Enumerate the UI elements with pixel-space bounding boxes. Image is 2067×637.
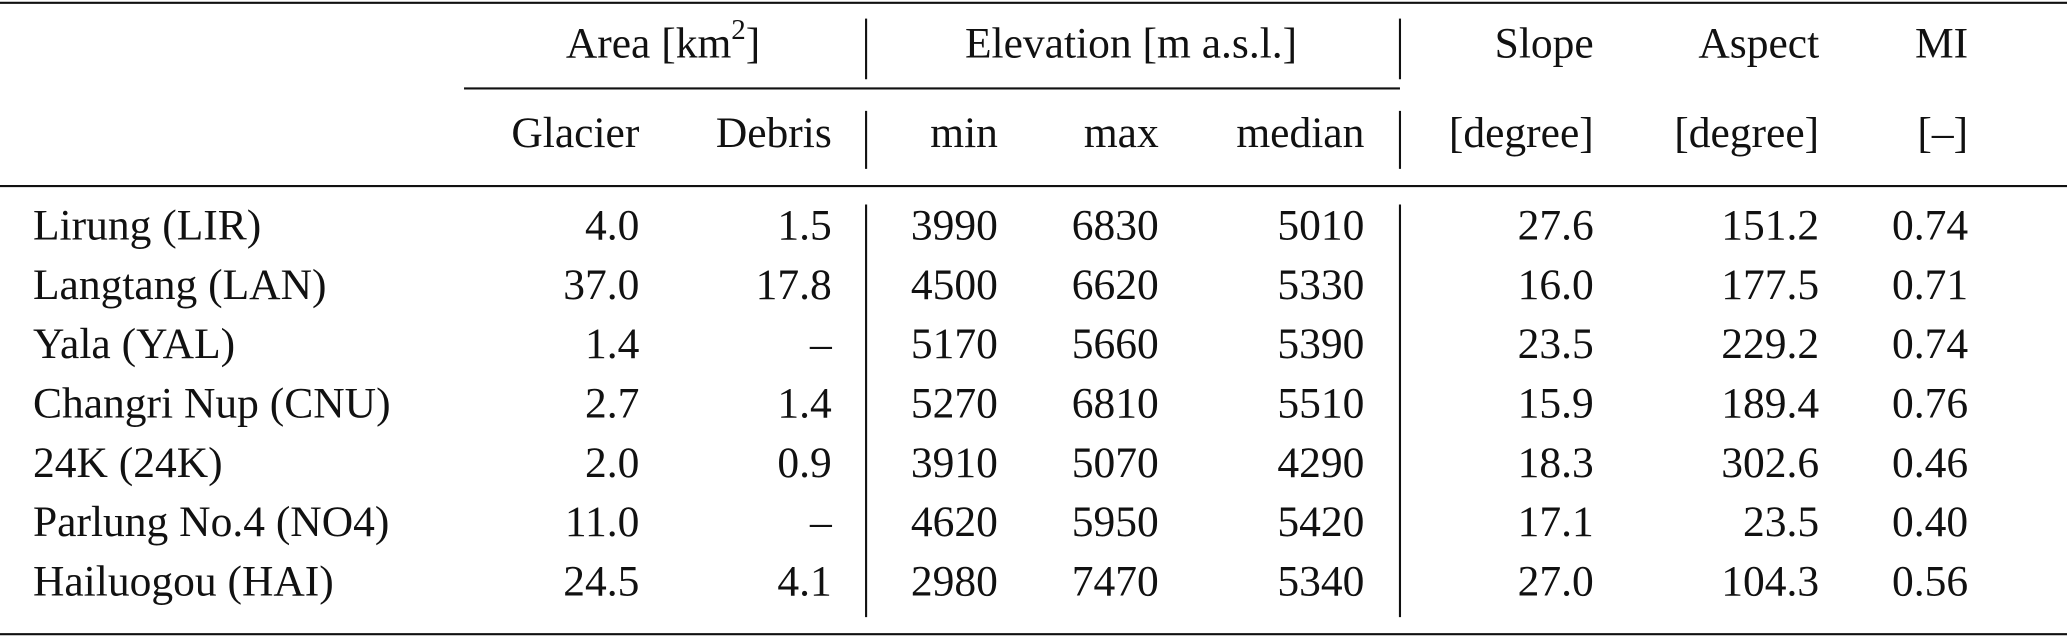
cell: 16.0 bbox=[1518, 261, 1594, 309]
cell: 4290 bbox=[1277, 439, 1364, 487]
cell: 5170 bbox=[911, 320, 998, 368]
column-header: min bbox=[930, 109, 998, 157]
group-header: Elevation [m a.s.l.] bbox=[965, 20, 1297, 68]
cell: 1.4 bbox=[585, 320, 640, 368]
row-label: Langtang (LAN) bbox=[33, 261, 327, 309]
cell: 5330 bbox=[1277, 261, 1364, 309]
cell: 2.7 bbox=[585, 379, 639, 427]
cell: 0.56 bbox=[1892, 557, 1968, 605]
cell: 37.0 bbox=[563, 261, 639, 309]
column-header: [degree] bbox=[1674, 109, 1819, 157]
cell: 0.74 bbox=[1892, 202, 1968, 250]
cell: 229.2 bbox=[1721, 320, 1819, 368]
cell: 177.5 bbox=[1721, 261, 1819, 309]
cell: 4.0 bbox=[585, 202, 639, 250]
cell: 4.1 bbox=[777, 557, 831, 605]
cell: 6830 bbox=[1072, 202, 1159, 250]
cell: 5390 bbox=[1277, 320, 1364, 368]
cell: 3910 bbox=[911, 439, 998, 487]
superscript: 2 bbox=[731, 13, 746, 45]
cell: 5340 bbox=[1277, 557, 1364, 605]
group-header-text: Area [km bbox=[566, 20, 732, 68]
row-label: Yala (YAL) bbox=[33, 320, 235, 368]
cell: 23.5 bbox=[1518, 320, 1594, 368]
cell: 15.9 bbox=[1518, 379, 1594, 427]
cell: 5420 bbox=[1277, 498, 1364, 546]
cell: 7470 bbox=[1072, 557, 1159, 605]
cell: 23.5 bbox=[1743, 498, 1819, 546]
cell: 0.74 bbox=[1892, 320, 1968, 368]
row-label: Changri Nup (CNU) bbox=[33, 379, 391, 427]
cell: 5010 bbox=[1277, 202, 1364, 250]
cell: 302.6 bbox=[1721, 439, 1819, 487]
cell: 2.0 bbox=[585, 439, 639, 487]
cell: 18.3 bbox=[1518, 439, 1594, 487]
cell: 27.0 bbox=[1518, 557, 1594, 605]
row-label: 24K (24K) bbox=[33, 439, 223, 487]
cell: – bbox=[809, 320, 833, 368]
cell: – bbox=[809, 498, 833, 546]
group-header-text: Elevation [m a.s.l.] bbox=[965, 20, 1297, 68]
cell: 4620 bbox=[911, 498, 998, 546]
row-label: Parlung No.4 (NO4) bbox=[33, 498, 389, 546]
cell: 189.4 bbox=[1721, 379, 1819, 427]
cell: 4500 bbox=[911, 261, 998, 309]
column-header: Slope bbox=[1495, 20, 1594, 68]
column-header: Aspect bbox=[1698, 20, 1819, 68]
cell: 0.40 bbox=[1892, 498, 1968, 546]
cell: 11.0 bbox=[565, 498, 640, 546]
cell: 5950 bbox=[1072, 498, 1159, 546]
column-header: Debris bbox=[716, 109, 832, 157]
cell: 17.1 bbox=[1518, 498, 1594, 546]
cell: 0.76 bbox=[1892, 379, 1968, 427]
group-header-tail: ] bbox=[746, 20, 761, 68]
column-header: median bbox=[1236, 109, 1364, 157]
cell: 0.71 bbox=[1892, 261, 1968, 309]
cell: 17.8 bbox=[756, 261, 832, 309]
cell: 27.6 bbox=[1518, 202, 1594, 250]
cell: 3990 bbox=[911, 202, 998, 250]
cell: 0.9 bbox=[777, 439, 831, 487]
cell: 5070 bbox=[1072, 439, 1159, 487]
cell: 1.4 bbox=[777, 379, 832, 427]
cell: 151.2 bbox=[1721, 202, 1819, 250]
cell: 5660 bbox=[1072, 320, 1159, 368]
cell: 5510 bbox=[1277, 379, 1364, 427]
cell: 24.5 bbox=[563, 557, 639, 605]
cell: 5270 bbox=[911, 379, 998, 427]
cell: 2980 bbox=[911, 557, 998, 605]
row-label: Lirung (LIR) bbox=[33, 202, 261, 250]
cell: 0.46 bbox=[1892, 439, 1968, 487]
column-header: [degree] bbox=[1449, 109, 1594, 157]
cell: 104.3 bbox=[1721, 557, 1819, 605]
column-header: MI bbox=[1915, 20, 1968, 68]
cell: 1.5 bbox=[777, 202, 831, 250]
group-header: Area [km2] bbox=[566, 13, 760, 67]
column-header: Glacier bbox=[511, 109, 640, 157]
cell: 6810 bbox=[1072, 379, 1159, 427]
cell: 6620 bbox=[1072, 261, 1159, 309]
column-header: max bbox=[1084, 109, 1159, 157]
column-header: [–] bbox=[1917, 109, 1968, 157]
row-label: Hailuogou (HAI) bbox=[33, 557, 334, 605]
